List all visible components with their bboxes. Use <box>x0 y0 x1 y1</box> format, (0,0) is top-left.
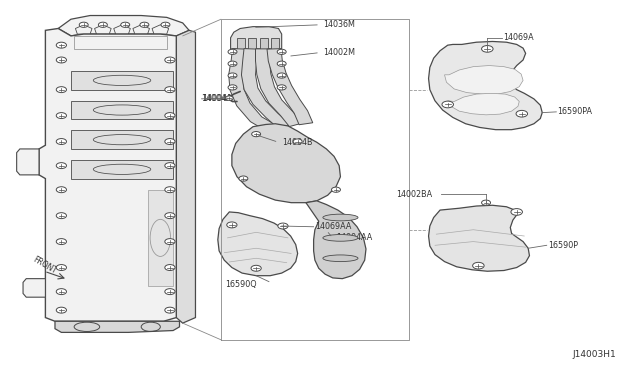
Circle shape <box>293 139 302 144</box>
Ellipse shape <box>323 255 358 262</box>
Text: 14004A: 14004A <box>201 94 232 103</box>
Circle shape <box>56 213 67 219</box>
Circle shape <box>121 22 130 28</box>
Circle shape <box>165 187 175 193</box>
Circle shape <box>56 42 67 48</box>
Polygon shape <box>429 205 529 271</box>
Polygon shape <box>176 31 195 323</box>
Circle shape <box>278 223 288 229</box>
Circle shape <box>56 238 67 244</box>
Text: 14069A: 14069A <box>503 33 534 42</box>
Polygon shape <box>306 201 366 279</box>
Circle shape <box>165 57 175 63</box>
Polygon shape <box>55 321 179 333</box>
Polygon shape <box>218 212 298 276</box>
Circle shape <box>165 163 175 169</box>
Circle shape <box>56 264 67 270</box>
Polygon shape <box>95 25 111 34</box>
Circle shape <box>252 132 260 137</box>
Circle shape <box>277 73 286 78</box>
Circle shape <box>56 307 67 313</box>
Polygon shape <box>230 27 282 49</box>
Text: J14003H1: J14003H1 <box>573 350 616 359</box>
Polygon shape <box>148 190 173 286</box>
Polygon shape <box>228 49 280 133</box>
Text: 14004AA: 14004AA <box>336 233 372 243</box>
Circle shape <box>140 22 149 28</box>
Text: FRONT: FRONT <box>31 255 58 276</box>
Text: 14069AA: 14069AA <box>315 222 351 231</box>
Circle shape <box>161 22 170 28</box>
Polygon shape <box>114 25 131 34</box>
Circle shape <box>56 87 67 93</box>
Circle shape <box>165 264 175 270</box>
Circle shape <box>227 222 237 228</box>
Polygon shape <box>429 41 542 130</box>
Polygon shape <box>58 16 189 36</box>
Circle shape <box>277 49 286 54</box>
Circle shape <box>165 138 175 144</box>
Circle shape <box>442 101 454 108</box>
Circle shape <box>165 213 175 219</box>
Text: 16590P: 16590P <box>548 241 578 250</box>
Text: 16590PA: 16590PA <box>557 108 593 116</box>
Circle shape <box>56 138 67 144</box>
Circle shape <box>56 187 67 193</box>
Circle shape <box>251 265 261 271</box>
Polygon shape <box>232 124 340 203</box>
Ellipse shape <box>323 214 358 221</box>
Circle shape <box>56 57 67 63</box>
Polygon shape <box>71 101 173 119</box>
Text: 14004B: 14004B <box>282 138 312 147</box>
Text: 16590Q: 16590Q <box>225 280 257 289</box>
Polygon shape <box>445 65 523 94</box>
Polygon shape <box>152 25 169 34</box>
Polygon shape <box>71 71 173 90</box>
Circle shape <box>165 87 175 93</box>
Polygon shape <box>248 38 256 49</box>
Text: 14002M: 14002M <box>323 48 355 57</box>
Circle shape <box>56 113 67 119</box>
Circle shape <box>56 289 67 295</box>
Circle shape <box>228 61 237 66</box>
Circle shape <box>277 85 286 90</box>
Polygon shape <box>76 25 92 34</box>
Circle shape <box>165 238 175 244</box>
Circle shape <box>79 22 88 28</box>
Polygon shape <box>267 49 313 125</box>
Polygon shape <box>448 93 519 115</box>
Circle shape <box>481 200 490 205</box>
Text: 14036M: 14036M <box>323 20 355 29</box>
Polygon shape <box>271 38 279 49</box>
Polygon shape <box>255 49 302 126</box>
Circle shape <box>481 45 493 52</box>
Polygon shape <box>241 49 291 129</box>
Ellipse shape <box>323 235 358 241</box>
Circle shape <box>56 163 67 169</box>
Circle shape <box>511 209 522 215</box>
Polygon shape <box>23 279 45 297</box>
Circle shape <box>228 73 237 78</box>
Text: 14004A: 14004A <box>202 94 232 103</box>
Text: 14002BA: 14002BA <box>397 190 433 199</box>
Polygon shape <box>133 25 150 34</box>
Polygon shape <box>237 38 244 49</box>
Circle shape <box>516 110 527 117</box>
Circle shape <box>165 307 175 313</box>
Circle shape <box>99 22 108 28</box>
Polygon shape <box>71 160 173 179</box>
Circle shape <box>277 61 286 66</box>
Circle shape <box>332 187 340 192</box>
Circle shape <box>228 49 237 54</box>
Circle shape <box>228 85 237 90</box>
Circle shape <box>165 113 175 119</box>
Circle shape <box>225 96 233 100</box>
Circle shape <box>472 262 484 269</box>
Circle shape <box>239 176 248 181</box>
Circle shape <box>165 289 175 295</box>
Polygon shape <box>39 29 176 321</box>
Polygon shape <box>71 131 173 149</box>
Polygon shape <box>17 149 39 175</box>
Polygon shape <box>260 38 268 49</box>
